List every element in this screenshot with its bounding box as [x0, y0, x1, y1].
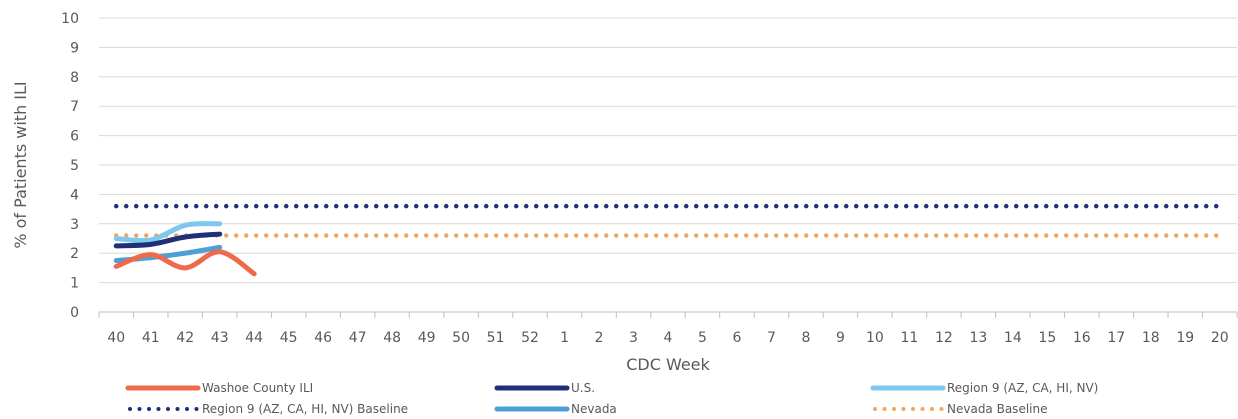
x-tick-label: 45: [280, 330, 298, 346]
x-tick-label: 49: [418, 330, 436, 346]
x-tick-label: 41: [142, 330, 160, 346]
legend-label-3: Region 9 (AZ, CA, HI, NV) Baseline: [202, 402, 408, 416]
y-tick-label: 3: [70, 217, 79, 233]
x-axis-title: CDC Week: [626, 355, 710, 374]
x-tick-label: 5: [698, 330, 707, 346]
y-tick-label: 9: [70, 40, 79, 56]
series-line-2: [113, 221, 223, 244]
x-tick-label: 19: [1176, 330, 1194, 346]
x-tick-label: 9: [836, 330, 845, 346]
x-tick-label: 40: [107, 330, 125, 346]
x-tick-label: 43: [211, 330, 229, 346]
x-tick-label: 48: [383, 330, 401, 346]
series-line-0: [113, 249, 257, 277]
legend-label-2: Region 9 (AZ, CA, HI, NV): [947, 381, 1098, 395]
x-tick-label: 14: [1004, 330, 1022, 346]
x-tick-label: 7: [767, 330, 776, 346]
x-tick-label: 50: [452, 330, 470, 346]
legend: Washoe County ILI U.S. Region 9 (AZ, CA, H…: [125, 381, 1098, 416]
x-tick-label: 2: [595, 330, 604, 346]
x-tick-label: 11: [900, 330, 918, 346]
y-tick-label: 4: [70, 187, 79, 203]
y-tick-label: 7: [70, 99, 79, 115]
x-tick-label: 51: [487, 330, 505, 346]
y-tick-label: 5: [70, 158, 79, 174]
x-axis-ticks: 40 41 42 43 44 45 46 47 48 49 50 51 52 1 2 3 4 5 6 7 8 9 10 11 1…: [98, 312, 1238, 346]
x-tick-label: 3: [629, 330, 638, 346]
series-lines: [113, 203, 1223, 277]
x-tick-label: 18: [1142, 330, 1160, 346]
y-axis-ticks: 0 1 2 3 4 5 6 7 8 9 10: [61, 11, 79, 321]
x-tick-label: 15: [1038, 330, 1056, 346]
x-tick-label: 13: [969, 330, 987, 346]
x-tick-label: 47: [349, 330, 367, 346]
y-tick-label: 2: [70, 246, 79, 262]
y-axis-title: % of Patients with ILI: [11, 81, 30, 248]
y-tick-label: 1: [70, 276, 79, 292]
legend-label-5: Nevada Baseline: [947, 402, 1047, 416]
legend-label-0: Washoe County ILI: [202, 381, 313, 395]
x-tick-label: 6: [733, 330, 742, 346]
y-tick-label: 10: [61, 11, 79, 27]
x-tick-label: 10: [866, 330, 884, 346]
x-tick-label: 20: [1211, 330, 1229, 346]
gridlines: [99, 17, 1237, 284]
y-tick-label: 8: [70, 70, 79, 86]
x-tick-label: 12: [935, 330, 953, 346]
legend-label-4: Nevada: [571, 402, 617, 416]
x-tick-label: 17: [1107, 330, 1125, 346]
legend-label-1: U.S.: [571, 381, 595, 395]
x-tick-label: 46: [314, 330, 332, 346]
x-tick-label: 42: [176, 330, 194, 346]
x-tick-label: 4: [664, 330, 673, 346]
x-tick-label: 44: [245, 330, 263, 346]
x-tick-label: 16: [1073, 330, 1091, 346]
y-tick-label: 0: [70, 305, 79, 321]
x-tick-label: 8: [801, 330, 810, 346]
x-tick-label: 1: [560, 330, 569, 346]
x-tick-label: 52: [521, 330, 539, 346]
series-line-1: [113, 231, 223, 249]
y-tick-label: 6: [70, 129, 79, 145]
